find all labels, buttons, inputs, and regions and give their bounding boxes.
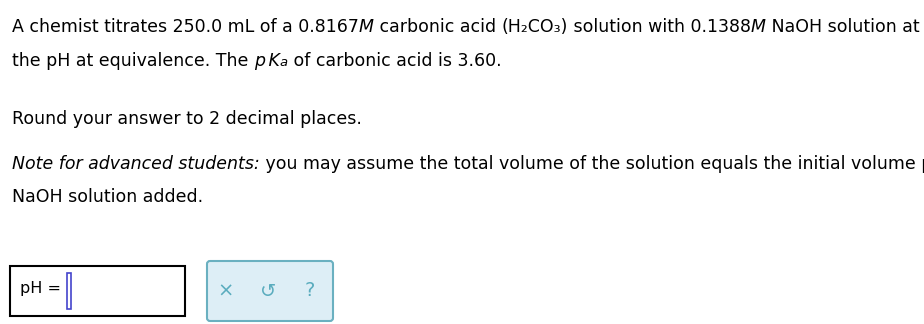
Text: Note for advanced students:: Note for advanced students: [12,155,260,173]
Text: the pH at equivalence. The: the pH at equivalence. The [12,52,254,70]
Text: you may assume the total volume of the solution equals the initial volume plus t: you may assume the total volume of the s… [260,155,924,173]
FancyBboxPatch shape [10,266,185,316]
Text: carbonic acid: carbonic acid [374,18,502,36]
Text: solution with 0.1388: solution with 0.1388 [568,18,751,36]
Text: Round your answer to 2 decimal places.: Round your answer to 2 decimal places. [12,110,362,128]
Text: ×: × [218,282,234,300]
Text: pH =: pH = [20,282,67,296]
Text: NaOH solution at 25 °C. Calculate: NaOH solution at 25 °C. Calculate [766,18,924,36]
Text: p K: p K [254,52,280,70]
Text: A chemist titrates 250.0 mL of a 0.8167: A chemist titrates 250.0 mL of a 0.8167 [12,18,359,36]
Text: ?: ? [305,282,315,300]
FancyBboxPatch shape [207,261,333,321]
FancyBboxPatch shape [67,273,71,309]
Text: M: M [359,18,374,36]
Text: of carbonic acid is 3.60.: of carbonic acid is 3.60. [288,52,502,70]
Text: M: M [751,18,766,36]
Text: ↺: ↺ [260,282,276,300]
Text: (H₂CO₃): (H₂CO₃) [502,18,568,36]
Text: NaOH solution added.: NaOH solution added. [12,188,203,206]
Text: a: a [280,56,288,69]
